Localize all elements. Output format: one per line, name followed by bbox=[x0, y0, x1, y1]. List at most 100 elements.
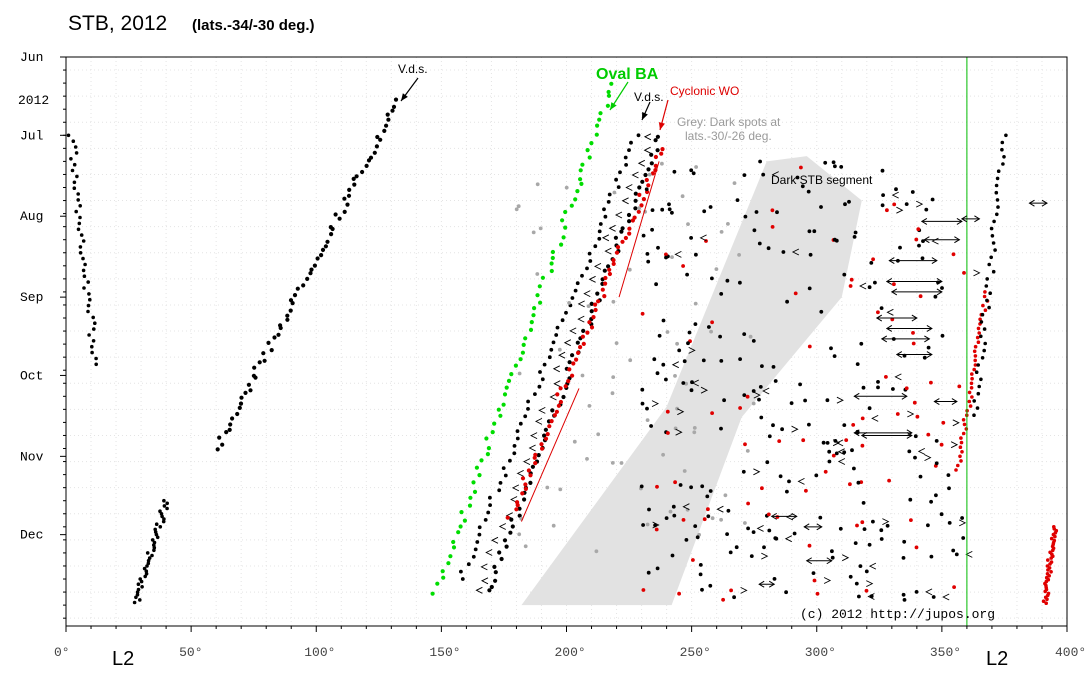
track-point bbox=[329, 232, 334, 237]
track-point bbox=[623, 235, 629, 241]
track-point bbox=[570, 353, 575, 358]
track-point bbox=[606, 200, 611, 204]
segment-spot bbox=[844, 438, 849, 442]
segment-spot bbox=[842, 450, 847, 455]
track-point bbox=[603, 275, 608, 281]
track-point bbox=[518, 357, 523, 362]
segment-spot bbox=[751, 339, 756, 343]
edge-point bbox=[162, 498, 166, 503]
segment-spot bbox=[946, 473, 951, 477]
segment-spot bbox=[898, 245, 902, 250]
grey-spot bbox=[572, 439, 577, 444]
limit-marker bbox=[637, 159, 646, 167]
track-point bbox=[607, 192, 612, 197]
segment-spot bbox=[708, 205, 713, 209]
segment-spot bbox=[670, 553, 675, 558]
limit-marker bbox=[558, 351, 566, 359]
track-point bbox=[639, 203, 644, 208]
segment-spot bbox=[691, 171, 696, 176]
edge-point bbox=[972, 413, 976, 418]
edge-point bbox=[165, 506, 169, 511]
edge-point bbox=[86, 309, 90, 314]
track-point bbox=[614, 250, 620, 255]
segment-spot bbox=[847, 199, 851, 204]
edge-point bbox=[988, 291, 992, 296]
segment-spot bbox=[954, 552, 959, 557]
grey-spot bbox=[665, 330, 670, 334]
edge-point bbox=[1046, 558, 1050, 562]
edge-point bbox=[995, 198, 1000, 202]
segment-spot bbox=[852, 466, 856, 471]
segment-arrow-head bbox=[888, 257, 938, 265]
track-point bbox=[488, 495, 492, 500]
edge-point bbox=[976, 363, 980, 367]
grey-spot bbox=[619, 461, 624, 465]
dark-segment-label: Dark STB segment bbox=[771, 173, 873, 187]
track-point bbox=[607, 271, 613, 277]
edge-point bbox=[982, 294, 987, 299]
segment-spot bbox=[742, 332, 747, 336]
limit-marker bbox=[942, 593, 950, 601]
y-tick-label: Jul bbox=[20, 128, 44, 143]
track-point bbox=[605, 103, 611, 108]
limit-marker bbox=[836, 439, 844, 447]
segment-spot bbox=[777, 439, 782, 443]
track-point bbox=[473, 547, 478, 552]
segment-spot bbox=[689, 388, 694, 393]
segment-spot bbox=[706, 507, 710, 512]
x-tick-label: 100° bbox=[304, 645, 335, 660]
segment-arrow-head bbox=[853, 429, 913, 437]
track-point bbox=[602, 207, 606, 212]
edge-point bbox=[76, 227, 81, 232]
segment-arrow-head bbox=[923, 236, 961, 244]
track-point bbox=[228, 422, 233, 427]
limit-marker bbox=[924, 454, 932, 462]
segment-spot bbox=[834, 451, 839, 456]
limit-marker bbox=[925, 588, 933, 596]
track-point bbox=[627, 226, 632, 231]
edge-point bbox=[86, 280, 90, 284]
segment-spot bbox=[758, 159, 762, 164]
segment-spot bbox=[781, 250, 786, 254]
grey-spot bbox=[694, 165, 698, 169]
edge-point bbox=[959, 436, 963, 440]
segment-spot bbox=[855, 523, 859, 528]
edge-point bbox=[980, 312, 985, 317]
track-point bbox=[501, 402, 506, 407]
segment-spot bbox=[639, 484, 644, 489]
track-point bbox=[593, 244, 598, 249]
segment-spot bbox=[641, 588, 646, 592]
track-point bbox=[578, 345, 583, 350]
segment-spot bbox=[654, 282, 658, 287]
track-point bbox=[312, 263, 317, 268]
segment-spot bbox=[738, 280, 742, 285]
limit-marker bbox=[651, 400, 660, 408]
segment-spot bbox=[746, 526, 750, 531]
track-point bbox=[514, 507, 519, 512]
limit-marker bbox=[569, 327, 577, 335]
segment-spot bbox=[649, 424, 653, 428]
segment-spot bbox=[770, 225, 775, 229]
limit-marker bbox=[516, 469, 524, 477]
grey-spot bbox=[732, 181, 737, 186]
grey-spot bbox=[531, 230, 536, 235]
track-point bbox=[513, 363, 519, 368]
track-point bbox=[475, 540, 480, 544]
vds1-arrow-head bbox=[401, 93, 408, 101]
grey-spot bbox=[719, 517, 723, 522]
segment-spot bbox=[852, 235, 857, 239]
segment-spot bbox=[640, 311, 645, 316]
segment-spot bbox=[848, 574, 853, 579]
track-point bbox=[448, 554, 453, 559]
track-point bbox=[633, 206, 638, 211]
track-point bbox=[503, 473, 508, 478]
edge-point bbox=[987, 262, 991, 267]
track-point bbox=[520, 476, 526, 481]
grey-spot bbox=[647, 172, 652, 177]
grey-spot bbox=[517, 532, 522, 537]
limit-marker bbox=[534, 417, 543, 425]
track-point bbox=[615, 245, 621, 250]
track-point bbox=[474, 465, 479, 470]
segment-spot bbox=[682, 359, 687, 364]
segment-spot bbox=[667, 207, 672, 212]
